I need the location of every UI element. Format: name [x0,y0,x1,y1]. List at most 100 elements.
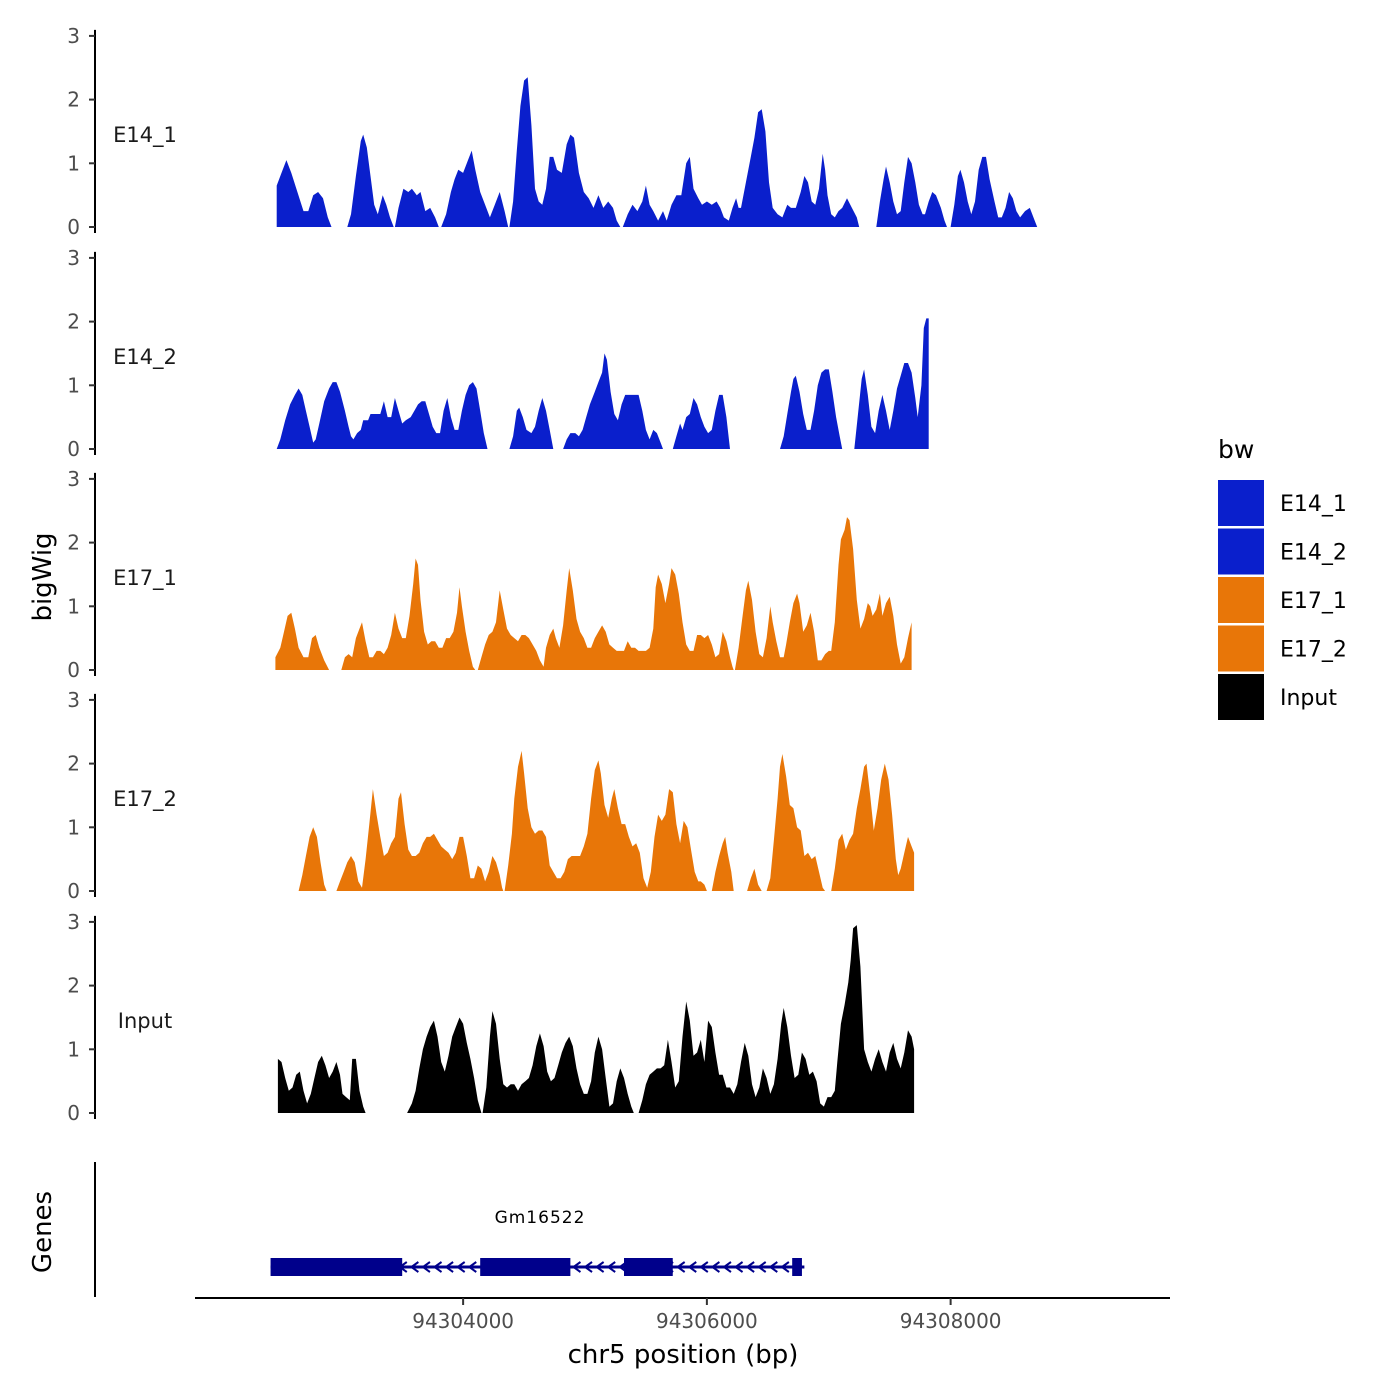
coverage-area [347,134,394,227]
coverage-area [407,1017,482,1113]
coverage-area [563,353,663,449]
gene-exon [792,1258,802,1276]
coverage-area [341,558,476,670]
coverage-area [441,150,509,227]
y-tick-label: 0 [67,879,80,903]
strand-arrow [699,1261,709,1273]
legend-key-E17_2 [1218,625,1264,672]
coverage-area [876,156,947,227]
legend-key-E14_2 [1218,528,1264,575]
strand-arrow [745,1261,755,1273]
track-label: E17_1 [113,566,177,591]
legend-key-E17_1 [1218,577,1264,623]
coverage-area [766,754,826,891]
coverage-area [854,318,929,449]
y-tick-label: 3 [67,246,80,270]
y-tick-label: 3 [67,688,80,712]
legend-label-E17_2: E17_2 [1280,638,1347,663]
gene-exon [270,1258,403,1276]
track-E14_1: 0 1 2 3 E14_1 [67,24,1038,239]
legend-label-E14_2: E14_2 [1280,541,1347,566]
x-axis-title: chr5 position (bp) [568,1340,799,1370]
coverage-area [509,77,621,227]
y-axis-title-bigwig: bigWig [28,532,58,621]
strand-arrow [571,1261,582,1273]
coverage-area [275,612,330,670]
coverage-area [394,188,439,227]
coverage-area [504,750,707,891]
coverage-area [276,382,488,449]
y-tick-label: 2 [67,752,80,776]
strand-arrow [421,1261,431,1273]
strand-arrow [722,1261,732,1273]
coverage-area [672,394,730,449]
coverage-area [477,568,734,670]
x-tick-label: 94306000 [656,1309,758,1333]
y-tick-label: 1 [67,594,80,618]
y-tick-label: 0 [67,215,80,239]
strand-arrow [409,1261,419,1273]
coverage-area [711,836,734,891]
track-label: E14_2 [113,345,177,370]
genes-panel: Gm16522 [94,1162,805,1297]
y-tick-label: 1 [67,373,80,397]
y-tick-label: 0 [67,437,80,461]
y-tick-label: 2 [67,310,80,334]
y-tick-label: 3 [67,910,80,934]
x-tick-label: 94304000 [412,1309,514,1333]
y-tick-label: 1 [67,151,80,175]
legend-label-E14_1: E14_1 [1280,492,1347,517]
strand-arrow [606,1261,616,1273]
y-tick-label: 1 [67,815,80,839]
strand-arrow [710,1261,720,1273]
legend-title: bw [1218,435,1254,464]
legend: E14_1 E14_2 E17_1 E17_2 Input [1218,480,1347,720]
track-label: E17_2 [113,787,177,812]
coverage-area [276,160,332,227]
track-E14_2: 0 1 2 3 E14_2 [67,246,929,461]
strand-arrow [594,1261,605,1273]
x-tick-label: 94308000 [900,1309,1002,1333]
strand-arrow [687,1261,697,1273]
coverage-area [950,156,1038,227]
strand-arrow [467,1261,477,1273]
coverage-area [831,763,915,891]
legend-label-E17_1: E17_1 [1280,589,1347,614]
gene-exon [624,1258,673,1276]
track-E17_2: 0 1 2 3 E17_2 [67,688,915,903]
track-label: E14_1 [113,123,177,148]
legend-label-Input: Input [1280,686,1337,711]
coverage-area [509,398,554,449]
y-tick-label: 2 [67,88,80,112]
y-tick-label: 2 [67,531,80,555]
coverage-area [734,517,912,670]
coverage-area [298,827,327,891]
coverage-area [482,1011,634,1113]
y-tick-label: 3 [67,467,80,491]
strand-arrow [444,1261,454,1273]
strand-arrow [733,1261,744,1273]
gene-label: Gm16522 [495,1208,586,1228]
y-tick-label: 3 [67,24,80,48]
coverage-area [277,1055,366,1113]
y-tick-label: 2 [67,974,80,998]
x-axis: 94304000 94306000 94308000 [195,1297,1170,1333]
legend-key-E14_1 [1218,480,1264,526]
y-tick-label: 0 [67,1101,80,1125]
legend-key-Input [1218,674,1264,720]
y-tick-label: 1 [67,1037,80,1061]
strand-arrow [583,1261,593,1273]
strand-arrow [432,1261,443,1273]
gene-exon [480,1258,571,1276]
strand-arrow [780,1261,790,1273]
y-tick-label: 0 [67,658,80,682]
coverage-area [780,369,843,449]
strand-arrow [768,1261,778,1273]
track-E17_1: 0 1 2 3 E17_1 [67,467,912,682]
coverage-area [622,109,860,227]
coverage-area [747,868,762,891]
track-Input: 0 1 2 3 Input [67,910,915,1125]
y-axis-title-genes: Genes [28,1191,58,1273]
coverage-area [336,789,504,891]
